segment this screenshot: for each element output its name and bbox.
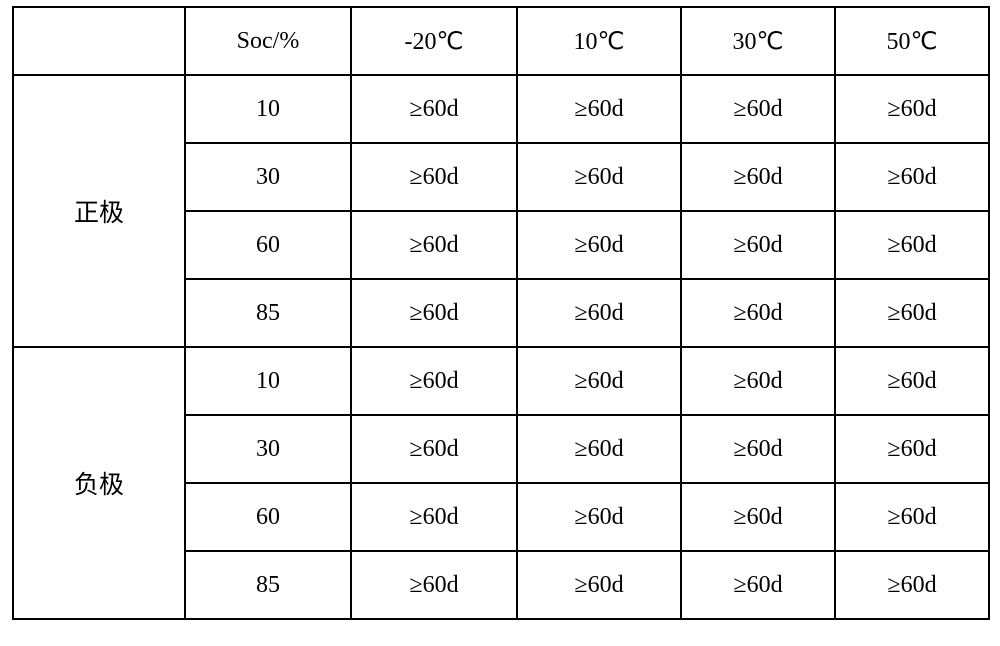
cell-value: ≥60d [681, 143, 835, 211]
cell-value: ≥60d [351, 551, 517, 619]
cell-value: ≥60d [517, 347, 681, 415]
header-temp-neg20: -20℃ [351, 7, 517, 75]
cell-soc: 30 [185, 143, 351, 211]
data-table-container: Soc/% -20℃ 10℃ 30℃ 50℃ 正极 10 ≥60d ≥60d ≥… [0, 0, 1000, 626]
cell-value: ≥60d [681, 75, 835, 143]
cell-value: ≥60d [681, 415, 835, 483]
cell-value: ≥60d [835, 483, 989, 551]
cell-value: ≥60d [517, 143, 681, 211]
cell-soc: 10 [185, 347, 351, 415]
cell-value: ≥60d [835, 143, 989, 211]
cell-value: ≥60d [835, 551, 989, 619]
group-label-positive: 正极 [13, 75, 185, 347]
cell-value: ≥60d [351, 143, 517, 211]
cell-soc: 85 [185, 279, 351, 347]
cell-value: ≥60d [351, 211, 517, 279]
cell-soc: 60 [185, 211, 351, 279]
cell-value: ≥60d [517, 279, 681, 347]
cell-value: ≥60d [835, 75, 989, 143]
cell-soc: 60 [185, 483, 351, 551]
header-blank [13, 7, 185, 75]
cell-value: ≥60d [835, 211, 989, 279]
group-label-negative: 负极 [13, 347, 185, 619]
cell-value: ≥60d [517, 211, 681, 279]
header-temp-30: 30℃ [681, 7, 835, 75]
cell-value: ≥60d [681, 483, 835, 551]
cell-value: ≥60d [835, 415, 989, 483]
table-row: 正极 10 ≥60d ≥60d ≥60d ≥60d [13, 75, 989, 143]
cell-value: ≥60d [517, 75, 681, 143]
cell-soc: 10 [185, 75, 351, 143]
header-temp-50: 50℃ [835, 7, 989, 75]
table-row: 负极 10 ≥60d ≥60d ≥60d ≥60d [13, 347, 989, 415]
cell-value: ≥60d [351, 483, 517, 551]
cell-value: ≥60d [835, 347, 989, 415]
cell-value: ≥60d [517, 415, 681, 483]
cell-value: ≥60d [681, 211, 835, 279]
cell-value: ≥60d [351, 415, 517, 483]
cell-value: ≥60d [351, 347, 517, 415]
cell-value: ≥60d [517, 483, 681, 551]
cell-soc: 85 [185, 551, 351, 619]
cell-value: ≥60d [681, 347, 835, 415]
cell-value: ≥60d [835, 279, 989, 347]
header-soc: Soc/% [185, 7, 351, 75]
cell-value: ≥60d [681, 279, 835, 347]
cell-value: ≥60d [351, 75, 517, 143]
cell-value: ≥60d [517, 551, 681, 619]
cell-value: ≥60d [351, 279, 517, 347]
table-header-row: Soc/% -20℃ 10℃ 30℃ 50℃ [13, 7, 989, 75]
electrode-soc-table: Soc/% -20℃ 10℃ 30℃ 50℃ 正极 10 ≥60d ≥60d ≥… [12, 6, 990, 620]
cell-soc: 30 [185, 415, 351, 483]
header-temp-10: 10℃ [517, 7, 681, 75]
cell-value: ≥60d [681, 551, 835, 619]
